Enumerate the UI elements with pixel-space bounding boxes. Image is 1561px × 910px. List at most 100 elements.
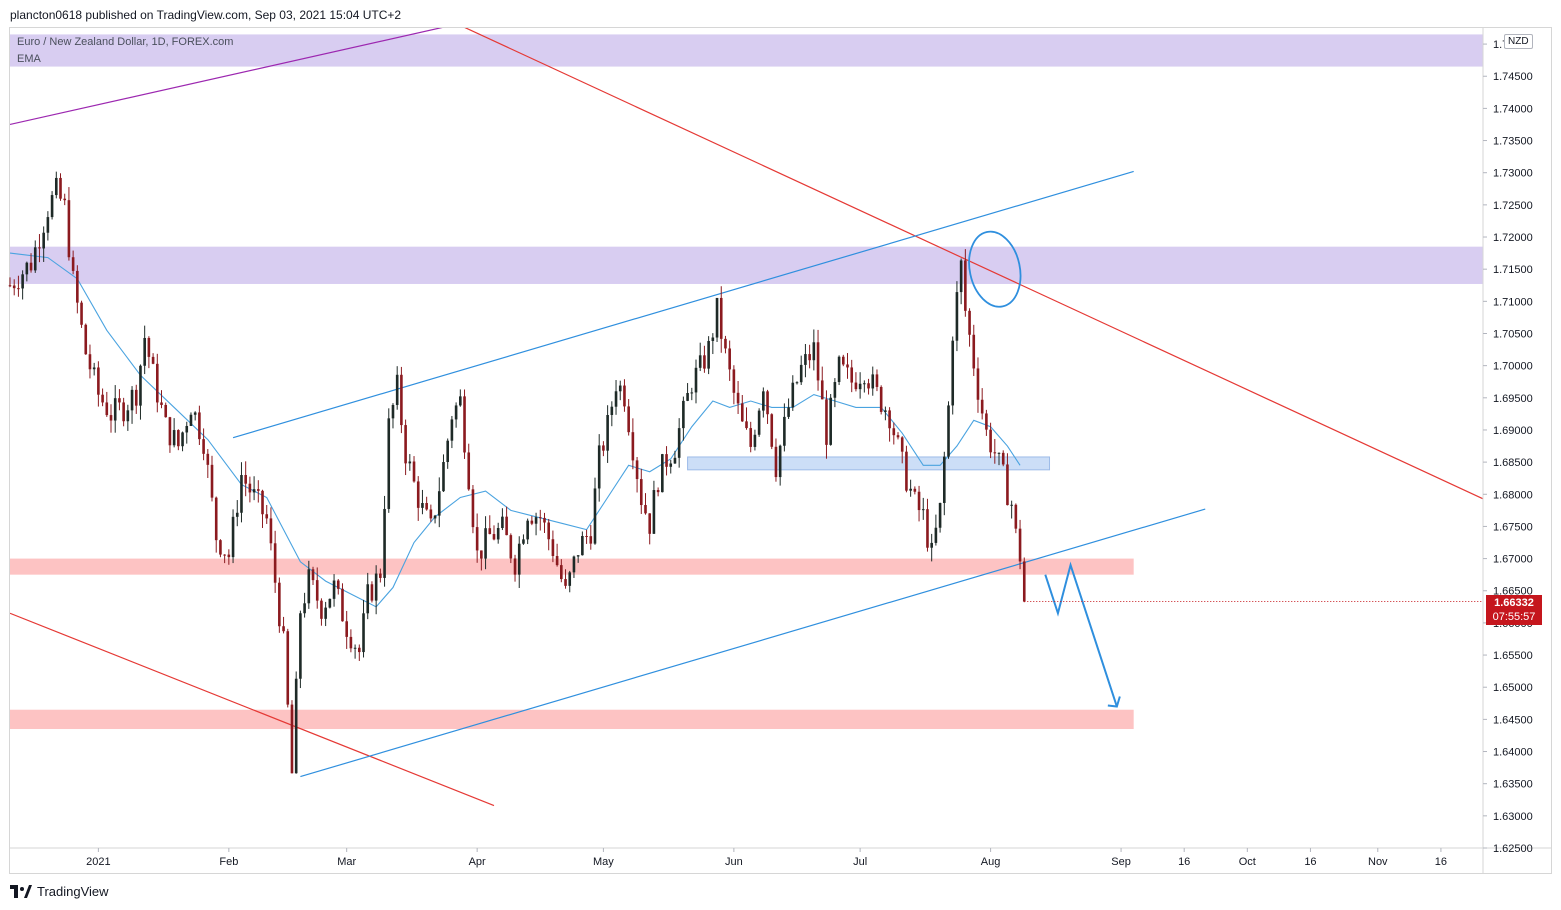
symbol-title[interactable]: Euro / New Zealand Dollar, 1D, FOREX.com	[17, 36, 234, 48]
candle-body	[459, 396, 462, 406]
candle-body	[618, 385, 622, 392]
candle-body	[185, 425, 189, 433]
candle-body	[59, 177, 62, 199]
price-tick-label: 1.73000	[1493, 168, 1533, 180]
candle-body	[345, 621, 348, 637]
candle-body	[762, 391, 765, 411]
candle-body	[269, 518, 273, 544]
candle-body	[134, 389, 138, 406]
candle-body	[349, 636, 353, 649]
candle-body	[282, 626, 285, 632]
candle-body	[416, 481, 420, 508]
candle-body	[837, 356, 841, 383]
candle-body	[395, 374, 399, 405]
candle-body	[749, 428, 753, 447]
candle-body	[795, 382, 799, 384]
footer-brand[interactable]: TradingView	[37, 884, 109, 899]
candle-body	[934, 527, 938, 543]
candle-body	[172, 430, 176, 446]
candle-body	[433, 515, 437, 519]
candle-body	[820, 380, 824, 400]
candle-body	[846, 364, 849, 368]
time-tick-label: 16	[1435, 856, 1447, 868]
candle-body	[770, 414, 774, 447]
candle-body	[463, 396, 466, 453]
candle-body	[513, 558, 517, 575]
candle-body	[610, 406, 614, 415]
candle-body	[1010, 504, 1013, 506]
candle-body	[278, 582, 281, 627]
price-tick-label: 1.62500	[1493, 843, 1533, 855]
candle-body	[993, 452, 997, 454]
candle-body	[538, 517, 542, 519]
candle-body	[71, 257, 75, 271]
candle-body	[964, 260, 967, 311]
candle-body	[526, 520, 529, 540]
candle-body	[766, 391, 769, 415]
candle-body	[698, 355, 702, 368]
candle-body	[753, 434, 757, 447]
candle-body	[942, 456, 946, 503]
candle-body	[850, 367, 854, 383]
candle-body	[122, 402, 125, 422]
candle-body	[370, 584, 374, 601]
candle-body	[732, 369, 736, 393]
zone-purple-top	[10, 34, 1483, 67]
candle-body	[921, 509, 925, 511]
candle-body	[412, 461, 416, 482]
candle-body	[240, 475, 243, 513]
candle-body	[76, 270, 79, 303]
candle-body	[808, 354, 811, 361]
candle-body	[366, 584, 370, 614]
price-tick-label: 1.73500	[1493, 136, 1533, 148]
candle-body	[589, 536, 593, 544]
candle-body	[235, 512, 239, 517]
candle-body	[177, 430, 180, 447]
candle-body	[778, 445, 782, 478]
candle-body	[332, 580, 336, 599]
candle-body	[787, 407, 790, 417]
candle-body	[273, 543, 277, 583]
candle-body	[913, 488, 917, 492]
candle-body	[517, 543, 521, 575]
candle-body	[799, 364, 803, 383]
candle-body	[959, 260, 963, 293]
candle-body	[379, 573, 382, 578]
ema-layer	[9, 252, 1021, 608]
time-tick-label: Mar	[337, 856, 356, 868]
current-price-value: 1.66332	[1494, 597, 1534, 609]
zones-layer	[10, 34, 1483, 730]
candle-body	[391, 404, 395, 419]
candle-body	[324, 607, 327, 619]
candle-body	[627, 406, 630, 433]
candle-body	[341, 588, 344, 622]
price-tick-label: 1.74500	[1493, 71, 1533, 83]
candle-body	[408, 461, 412, 464]
candle-body	[492, 534, 496, 540]
trendlines-layer	[10, 28, 1483, 807]
candle-body	[639, 479, 643, 506]
candle-body	[555, 556, 559, 566]
candle-body	[614, 391, 618, 407]
candle-body	[257, 489, 260, 491]
candle-body	[488, 528, 492, 535]
candle-body	[867, 383, 870, 389]
candle-body	[980, 399, 984, 414]
candle-body	[311, 569, 315, 581]
time-tick-label: May	[593, 856, 614, 868]
candle-body	[1014, 504, 1018, 529]
price-tick-label: 1.65000	[1493, 682, 1533, 694]
candle-body	[130, 389, 134, 411]
annotations-layer	[968, 230, 1121, 708]
candle-body	[101, 394, 104, 403]
candle-body	[471, 489, 475, 528]
candle-body	[606, 414, 609, 451]
indicator-name[interactable]: EMA	[17, 53, 41, 65]
candle-body	[534, 517, 538, 524]
currency-label[interactable]: NZD	[1504, 34, 1533, 49]
candle-body	[219, 540, 222, 555]
candle-body	[875, 374, 879, 387]
time-tick-label: Apr	[469, 856, 486, 868]
candle-body	[303, 603, 306, 614]
